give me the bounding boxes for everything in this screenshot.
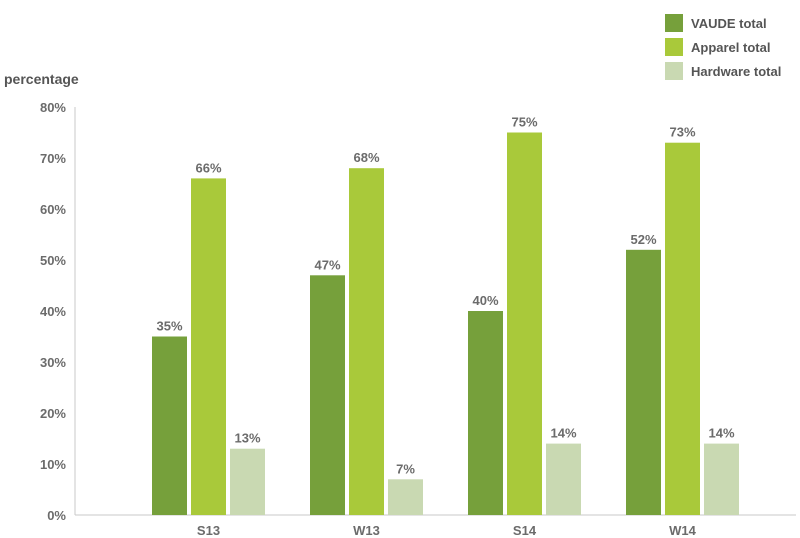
bar-vaude-total-s13 (152, 336, 187, 515)
bar-hardware-total-w13 (388, 479, 423, 515)
bar-hardware-total-w14 (704, 443, 739, 515)
y-tick-label: 50% (40, 253, 66, 268)
data-label: 7% (396, 461, 415, 476)
x-category-label: S14 (513, 523, 537, 538)
x-category-label: W14 (669, 523, 697, 538)
data-label: 52% (630, 232, 656, 247)
data-label: 35% (156, 319, 182, 334)
x-category-label: W13 (353, 523, 380, 538)
y-tick-label: 40% (40, 304, 66, 319)
y-tick-label: 20% (40, 406, 66, 421)
y-axis-ticks: 0% 10% 20% 30% 40% 50% 60% 70% 80% (40, 100, 66, 523)
data-label: 68% (353, 150, 379, 165)
bar-vaude-total-s14 (468, 311, 503, 515)
bar-vaude-total-w13 (310, 275, 345, 515)
y-tick-label: 10% (40, 457, 66, 472)
bars: 35% 66% 13% 47% 68% 7% 40% 75% 14% 52% 73% 14% (152, 115, 739, 516)
legend-label: VAUDE total (691, 16, 767, 31)
x-axis-labels: S13 W13 S14 W14 (197, 523, 697, 538)
legend-swatch (665, 14, 683, 32)
legend: VAUDE total Apparel total Hardware total (665, 14, 781, 80)
data-label: 73% (669, 125, 695, 140)
y-tick-label: 0% (47, 508, 66, 523)
data-label: 14% (550, 426, 576, 441)
bar-apparel-total-w13 (349, 168, 384, 515)
y-tick-label: 60% (40, 202, 66, 217)
bar-hardware-total-s13 (230, 448, 265, 515)
y-axis-label: percentage (4, 71, 79, 87)
legend-swatch (665, 62, 683, 80)
data-label: 40% (472, 293, 498, 308)
data-label: 66% (195, 160, 221, 175)
x-category-label: S13 (197, 523, 220, 538)
bar-vaude-total-w14 (626, 249, 661, 516)
bar-hardware-total-s14 (546, 443, 581, 515)
y-tick-label: 70% (40, 151, 66, 166)
bar-apparel-total-s14 (507, 132, 542, 515)
data-label: 75% (511, 115, 537, 130)
legend-swatch (665, 38, 683, 56)
bar-apparel-total-w14 (665, 142, 700, 515)
y-tick-label: 80% (40, 100, 66, 115)
data-label: 47% (314, 257, 340, 272)
legend-label: Hardware total (691, 64, 781, 79)
legend-label: Apparel total (691, 40, 770, 55)
bar-apparel-total-s13 (191, 178, 226, 515)
y-tick-label: 30% (40, 355, 66, 370)
data-label: 14% (708, 426, 734, 441)
data-label: 13% (234, 431, 260, 446)
